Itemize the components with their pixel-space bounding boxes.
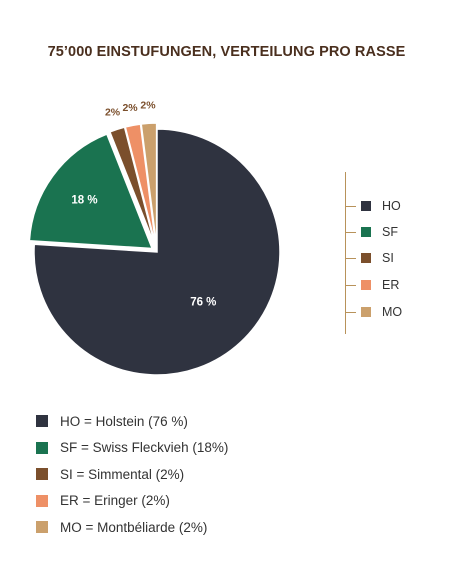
side-legend-item-si: SI	[346, 251, 394, 265]
legend-swatch-ho	[361, 201, 371, 211]
side-legend-item-er: ER	[346, 278, 399, 292]
bottom-legend-item-sf: SF = Swiss Fleckvieh (18%)	[36, 435, 228, 462]
bottom-legend-item-mo: MO = Montbéliarde (2%)	[36, 514, 228, 541]
pie-slice-ho	[33, 128, 281, 376]
legend-label-si: SI	[382, 251, 394, 265]
slice-label-er: 2%	[122, 102, 138, 114]
bottom-legend-item-si: SI = Simmental (2%)	[36, 461, 228, 488]
legend-swatch-mo	[36, 521, 48, 534]
legend-swatch-si	[36, 468, 48, 481]
slice-label-si: 2%	[105, 106, 121, 118]
legend-label-ho: HO	[382, 199, 401, 213]
legend-tick	[346, 311, 356, 313]
pie-slice-mo	[140, 122, 158, 247]
bottom-legend-item-er: ER = Eringer (2%)	[36, 488, 228, 515]
side-legend-item-ho: HO	[346, 199, 401, 213]
legend-swatch-ho	[36, 415, 48, 428]
bottom-legend-item-ho: HO = Holstein (76 %)	[36, 408, 228, 435]
side-legend-item-mo: MO	[346, 305, 402, 319]
slice-label-sf: 18 %	[71, 194, 97, 206]
legend-swatch-si	[361, 253, 371, 263]
legend-label-sf: SF	[382, 225, 398, 239]
pie-slice-er	[124, 123, 157, 247]
legend-swatch-er	[361, 280, 371, 290]
legend-label-er: ER	[382, 278, 400, 292]
chart-title: 75’000 EINSTUFUNGEN, VERTEILUNG PRO RASS…	[47, 44, 406, 60]
slice-label-ho: 76 %	[190, 296, 216, 308]
legend-swatch-er	[36, 494, 48, 507]
slice-label-mo: 2%	[140, 100, 156, 112]
side-legend-item-sf: SF	[346, 225, 398, 239]
legend-label-mo: MO	[382, 305, 403, 319]
bottom-legend: HO = Holstein (76 %) SF = Swiss Fleckvie…	[36, 408, 228, 541]
legend-swatch-sf	[36, 441, 48, 454]
legend-text-er: ER = Eringer (2%)	[60, 493, 170, 509]
legend-text-si: SI = Simmental (2%)	[60, 466, 185, 482]
legend-swatch-sf	[361, 227, 371, 237]
legend-text-mo: MO = Montbéliarde (2%)	[60, 519, 208, 535]
legend-text-ho: HO = Holstein (76 %)	[60, 413, 188, 429]
pie-slice-si	[108, 126, 156, 247]
side-legend: HO SF SI ER MO	[345, 172, 402, 334]
legend-text-sf: SF = Swiss Fleckvieh (18%)	[60, 440, 229, 456]
legend-tick	[346, 257, 356, 259]
legend-tick	[346, 284, 356, 286]
pie-slice-sf	[28, 133, 154, 250]
legend-tick	[346, 231, 356, 233]
legend-swatch-mo	[361, 307, 371, 317]
legend-tick	[346, 205, 356, 207]
